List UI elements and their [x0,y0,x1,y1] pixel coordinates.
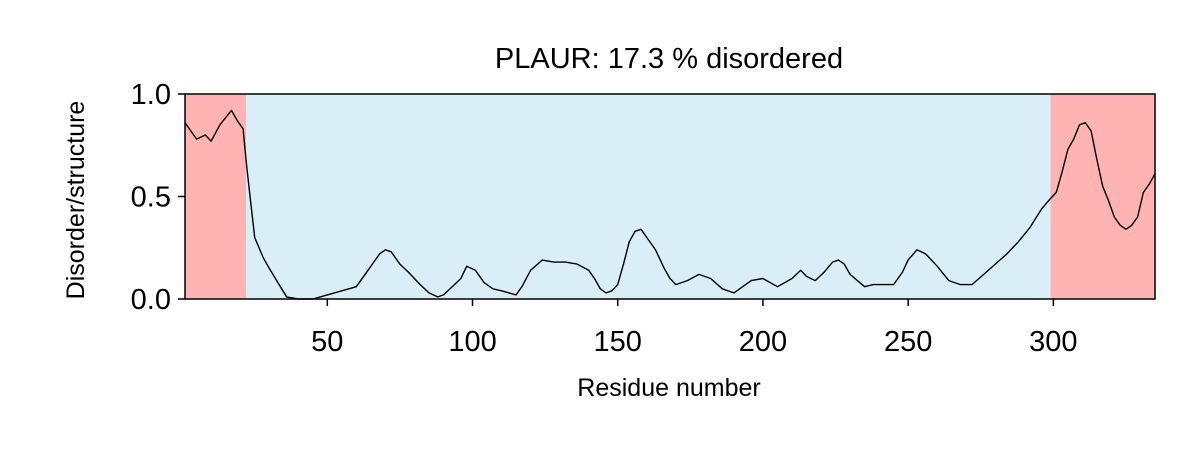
disordered-region-0 [185,94,246,299]
x-axis-label: Residue number [577,374,760,402]
regions-layer [185,94,1155,299]
x-tick-label: 150 [594,326,642,358]
x-tick-label: 300 [1029,326,1077,358]
chart-title: PLAUR: 17.3 % disordered [495,43,843,75]
disordered-region-2 [1050,94,1155,299]
y-ticks: 0.0 0.5 1.0 [131,79,185,316]
x-tick-label: 250 [884,326,932,358]
disorder-series-line-0 [184,109,1156,300]
y-tick-label: 0.5 [131,182,171,214]
line-layer [184,109,1156,300]
x-tick-label: 200 [739,326,787,358]
y-tick-label: 1.0 [131,79,171,111]
structured-region-1 [245,94,1051,299]
x-ticks: 50 100 150 200 250 300 [311,299,1078,358]
x-tick-label: 50 [311,326,343,358]
y-tick-label: 0.0 [131,284,171,316]
x-tick-label: 100 [448,326,496,358]
y-axis-label: Disorder/structure [62,101,90,300]
